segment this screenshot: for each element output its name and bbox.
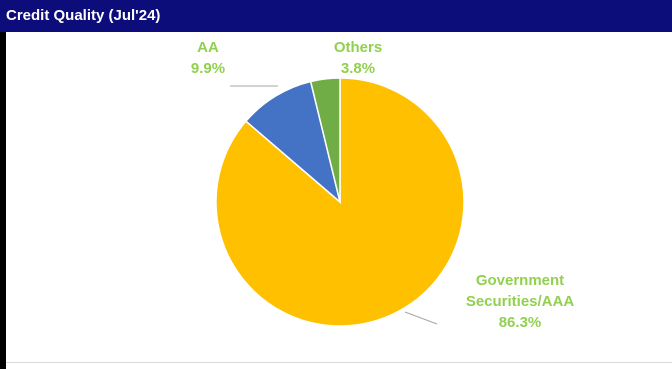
pie-slice-others	[309, 77, 341, 203]
leader-line	[404, 311, 438, 325]
pie-slice-aa	[244, 80, 342, 205]
panel-header: Credit Quality (Jul'24)	[0, 0, 672, 32]
data-label-government-securities-aaa: Government Securities/AAA 86.3%	[466, 272, 575, 331]
data-label-others: Others 3.8%	[334, 39, 382, 77]
bottom-divider	[6, 362, 672, 363]
panel-title: Credit Quality (Jul'24)	[6, 7, 161, 24]
left-border	[0, 32, 6, 369]
data-label-aa: AA 9.9%	[191, 39, 225, 77]
